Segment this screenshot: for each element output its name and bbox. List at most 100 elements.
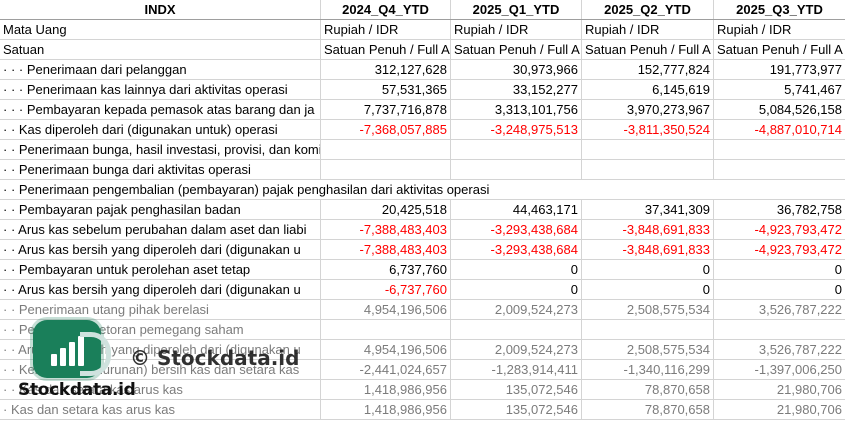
value-cell[interactable]: 135,072,546 [451, 400, 582, 419]
value-cell[interactable]: -7,388,483,403 [321, 240, 451, 259]
value-cell[interactable] [321, 140, 451, 159]
value-cell[interactable]: -4,923,793,472 [754, 242, 842, 257]
row-label[interactable]: Mata Uang [0, 20, 321, 39]
value-cell[interactable]: 2,009,524,273 [451, 300, 582, 319]
value-cell[interactable]: -3,293,438,684 [451, 240, 582, 259]
value-cell[interactable]: -4,887,010,714 [754, 122, 842, 137]
value-cell[interactable]: 20,425,518 [321, 200, 451, 219]
value-cell[interactable]: 30,973,966 [451, 60, 582, 79]
value-cell[interactable]: 3,313,101,756 [451, 100, 582, 119]
value-cell[interactable]: 2,508,575,534 [582, 300, 714, 319]
value-cell[interactable]: -2,441,024,657 [321, 360, 451, 379]
value-cell[interactable]: 21,980,706 [776, 402, 842, 417]
value-cell[interactable]: 78,870,658 [582, 400, 714, 419]
value-cell[interactable]: 36,782,758 [776, 202, 842, 217]
value-cell[interactable] [321, 320, 451, 339]
value-cell[interactable]: 1,418,986,956 [321, 380, 451, 399]
value-cell[interactable]: Rupiah / IDR [717, 22, 792, 37]
header-2024-q4[interactable]: 2024_Q4_YTD [321, 0, 451, 19]
value-cell[interactable]: 6,145,619 [582, 80, 714, 99]
value-cell[interactable]: Satuan Penuh / Full A [717, 42, 843, 57]
value-cell[interactable]: Satuan Penuh / Full A [451, 40, 582, 59]
value-cell[interactable]: 3,526,787,222 [758, 342, 842, 357]
value-cell[interactable]: -4,923,793,472 [754, 222, 842, 237]
header-2025-q1[interactable]: 2025_Q1_YTD [451, 0, 582, 19]
row-label[interactable]: · · Arus kas sebelum perubahan dalam ase… [0, 220, 321, 239]
value-cell[interactable]: 0 [834, 282, 842, 297]
value-cell[interactable] [451, 320, 582, 339]
table-row: · · Arus kas bersih yang diperoleh dari … [0, 340, 845, 360]
value-cell[interactable]: 7,737,716,878 [321, 100, 451, 119]
value-cell[interactable]: -1,283,914,411 [451, 360, 582, 379]
value-cell[interactable]: 3,526,787,222 [758, 302, 842, 317]
value-cell[interactable]: 3,970,273,967 [582, 100, 714, 119]
value-cell[interactable]: 1,418,986,956 [321, 400, 451, 419]
value-cell[interactable]: 0 [582, 260, 714, 279]
row-label[interactable]: · · Pembayaran pajak penghasilan badan [0, 200, 321, 219]
row-label[interactable]: · Kas dan setara kas arus kas [0, 400, 321, 419]
row-label[interactable]: · · Penerimaan bunga dari aktivitas oper… [0, 160, 321, 179]
value-cell[interactable]: -3,293,438,684 [451, 220, 582, 239]
row-label[interactable]: · · Kas dan setara kas arus kas [0, 380, 321, 399]
value-cell[interactable]: Satuan Penuh / Full A [321, 40, 451, 59]
row-label[interactable]: · · Arus kas bersih yang diperoleh dari … [0, 240, 321, 259]
value-cell[interactable]: -3,848,691,833 [582, 220, 714, 239]
value-cell[interactable]: 37,341,309 [582, 200, 714, 219]
value-cell[interactable]: 4,954,196,506 [321, 300, 451, 319]
row-label[interactable]: · · Penerimaan pengembalian (pembayaran)… [0, 180, 845, 199]
value-cell[interactable]: -1,397,006,250 [754, 362, 842, 377]
value-cell[interactable]: 135,072,546 [451, 380, 582, 399]
value-cell[interactable]: Rupiah / IDR [451, 20, 582, 39]
value-cell[interactable]: 5,084,526,158 [758, 102, 842, 117]
value-cell[interactable] [582, 320, 714, 339]
value-cell[interactable]: -7,368,057,885 [321, 120, 451, 139]
row-label[interactable]: · · Arus kas bersih yang diperoleh dari … [0, 280, 321, 299]
value-cell[interactable]: Rupiah / IDR [582, 20, 714, 39]
value-cell[interactable]: 152,777,824 [582, 60, 714, 79]
value-cell[interactable]: 78,870,658 [582, 380, 714, 399]
value-cell[interactable] [451, 140, 582, 159]
table-row: · · Penerimaan pengembalian (pembayaran)… [0, 180, 845, 200]
value-cell[interactable]: -6,737,760 [321, 280, 451, 299]
value-cell[interactable]: 191,773,977 [769, 62, 842, 77]
value-cell[interactable] [714, 160, 845, 179]
value-cell[interactable]: 2,508,575,534 [582, 340, 714, 359]
value-cell[interactable]: -7,388,483,403 [321, 220, 451, 239]
row-label[interactable]: · · Kas diperoleh dari (digunakan untuk)… [0, 120, 321, 139]
value-cell[interactable] [451, 160, 582, 179]
row-label[interactable]: · · Penerimaan utang pihak berelasi [0, 300, 321, 319]
value-cell[interactable]: Satuan Penuh / Full A [582, 40, 714, 59]
value-cell[interactable]: -1,340,116,299 [582, 360, 714, 379]
value-cell[interactable]: -3,811,350,524 [582, 120, 714, 139]
value-cell[interactable] [321, 160, 451, 179]
value-cell[interactable]: 312,127,628 [321, 60, 451, 79]
value-cell[interactable]: 0 [451, 280, 582, 299]
value-cell[interactable]: 44,463,171 [451, 200, 582, 219]
header-2025-q2[interactable]: 2025_Q2_YTD [582, 0, 714, 19]
row-label[interactable]: · · · Penerimaan dari pelanggan [0, 60, 321, 79]
value-cell[interactable] [714, 140, 845, 159]
value-cell[interactable]: 4,954,196,506 [321, 340, 451, 359]
row-label[interactable]: · · · Penerimaan kas lainnya dari aktivi… [0, 80, 321, 99]
value-cell[interactable]: 33,152,277 [451, 80, 582, 99]
row-label[interactable]: Satuan [0, 40, 321, 59]
value-cell[interactable]: 6,737,760 [321, 260, 451, 279]
value-cell[interactable]: 57,531,365 [321, 80, 451, 99]
value-cell[interactable]: 0 [451, 260, 582, 279]
header-indx[interactable]: INDX [0, 0, 321, 19]
value-cell[interactable]: 21,980,706 [776, 382, 842, 397]
value-cell[interactable] [582, 160, 714, 179]
value-cell[interactable]: 2,009,524,273 [451, 340, 582, 359]
header-2025-q3[interactable]: 2025_Q3_YTD [736, 2, 823, 17]
row-label[interactable]: · · Pembayaran untuk perolehan aset teta… [0, 260, 321, 279]
value-cell[interactable] [582, 140, 714, 159]
value-cell[interactable]: 0 [834, 262, 842, 277]
value-cell[interactable]: Rupiah / IDR [321, 20, 451, 39]
value-cell[interactable]: 0 [582, 280, 714, 299]
row-label[interactable]: · · · Pembayaran kepada pemasok atas bar… [0, 100, 321, 119]
row-label[interactable]: · · Penerimaan bunga, hasil investasi, p… [0, 140, 321, 159]
value-cell[interactable] [714, 320, 845, 339]
value-cell[interactable]: 5,741,467 [784, 82, 842, 97]
value-cell[interactable]: -3,848,691,833 [582, 240, 714, 259]
value-cell[interactable]: -3,248,975,513 [451, 120, 582, 139]
